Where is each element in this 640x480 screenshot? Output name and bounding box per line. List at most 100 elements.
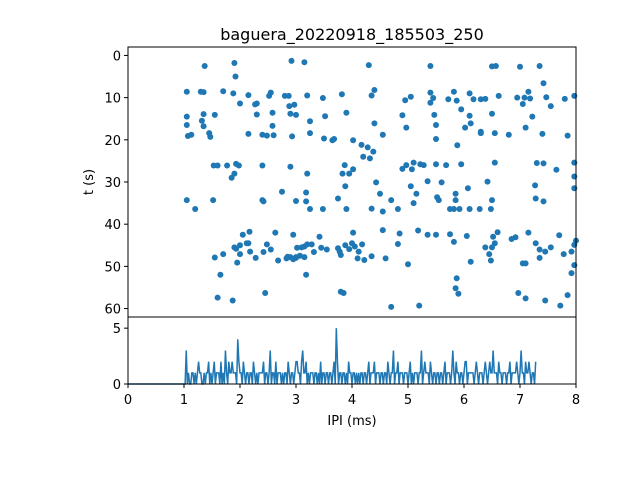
scatter-point xyxy=(433,136,439,142)
scatter-point xyxy=(403,162,410,169)
scatter-point xyxy=(183,88,190,95)
scatter-point xyxy=(188,131,195,138)
scatter-point xyxy=(433,231,439,238)
scatter-point xyxy=(341,162,348,169)
scatter-point xyxy=(270,132,277,139)
x-tick-label: 1 xyxy=(180,393,188,408)
scatter-point xyxy=(491,130,498,137)
scatter-point xyxy=(307,206,313,212)
scatter-point xyxy=(235,162,242,169)
scatter-point xyxy=(200,111,207,118)
scatter-point xyxy=(301,254,308,261)
scatter-point xyxy=(435,197,442,204)
scatter-point xyxy=(542,248,549,255)
scatter-point xyxy=(491,159,498,166)
scatter-point xyxy=(211,111,218,118)
scatter-point xyxy=(346,170,353,177)
scatter-point xyxy=(301,59,308,66)
scatter-point xyxy=(452,190,459,197)
scatter-point xyxy=(525,88,532,95)
scatter-point xyxy=(405,261,411,268)
scatter-point xyxy=(368,205,375,212)
scatter-point xyxy=(339,170,346,177)
scatter-point xyxy=(371,87,378,93)
scatter-point xyxy=(533,160,540,166)
scatter-point xyxy=(470,96,477,103)
scatter-point xyxy=(350,229,357,236)
scatter-point xyxy=(294,244,301,251)
scatter-point xyxy=(532,182,539,189)
scatter-point xyxy=(557,302,564,309)
scatter-point xyxy=(564,132,571,139)
scatter-point xyxy=(484,178,491,185)
scatter-point xyxy=(343,109,350,116)
scatter-point xyxy=(253,111,260,118)
scatter-point xyxy=(350,166,357,173)
scatter-point xyxy=(350,137,357,144)
scatter-point xyxy=(285,92,292,99)
scatter-point xyxy=(424,231,431,238)
scatter-point xyxy=(458,106,465,113)
scatter-point xyxy=(267,89,274,96)
scatter-point xyxy=(365,62,372,69)
scatter-point xyxy=(279,188,285,195)
scatter-point xyxy=(361,257,368,263)
scatter-point xyxy=(310,249,317,255)
scatter-point xyxy=(410,200,417,207)
scatter-point xyxy=(454,142,461,149)
scatter-point xyxy=(452,197,459,204)
scatter-point xyxy=(316,233,323,240)
scatter-point xyxy=(293,198,299,204)
scatter-point xyxy=(198,117,205,124)
x-axis-label: IPI (ms) xyxy=(327,414,376,429)
scatter-point xyxy=(262,290,269,296)
x-tick-label: 0 xyxy=(124,393,132,408)
scatter-point xyxy=(237,242,243,249)
scatter-point xyxy=(462,124,469,131)
scatter-point xyxy=(491,240,498,247)
scatter-point xyxy=(229,297,236,304)
scatter-point xyxy=(492,63,499,69)
scatter-point xyxy=(318,244,325,251)
scatter-point xyxy=(532,240,539,247)
scatter-point xyxy=(527,95,534,102)
scatter-point xyxy=(430,95,437,101)
scatter-point xyxy=(427,63,434,69)
scatter-point xyxy=(522,124,529,131)
scatter-point xyxy=(424,178,431,185)
scatter-point xyxy=(340,290,347,296)
scatter-point xyxy=(335,195,341,202)
scatter-point xyxy=(183,113,190,120)
scatter-point xyxy=(521,94,528,101)
scatter-point xyxy=(220,251,227,258)
scatter-point xyxy=(206,130,213,137)
scatter-point xyxy=(245,130,252,137)
scatter-point xyxy=(284,253,291,260)
scatter-point xyxy=(420,162,427,169)
scatter-point xyxy=(407,183,414,190)
scatter-point xyxy=(543,94,550,101)
histogram-y-tick-label: 0 xyxy=(113,378,121,393)
scatter-point xyxy=(466,206,473,212)
scatter-point xyxy=(456,206,463,212)
scatter-point xyxy=(495,92,502,99)
scatter-point xyxy=(360,153,367,160)
x-tick-label: 6 xyxy=(460,393,468,408)
scatter-point xyxy=(463,233,470,239)
scatter-point xyxy=(433,122,439,128)
scatter-point xyxy=(396,230,403,237)
scatter-point xyxy=(291,101,298,108)
scatter-point xyxy=(427,89,434,96)
scatter-point xyxy=(379,227,386,234)
scatter-point xyxy=(307,118,313,125)
scatter-point xyxy=(246,228,253,235)
scatter-point xyxy=(514,94,521,101)
scatter-point xyxy=(402,97,409,104)
scatter-point xyxy=(230,90,237,97)
scatter-point xyxy=(287,110,294,117)
scatter-point xyxy=(192,206,199,212)
scatter-point xyxy=(290,256,297,263)
scatter-point xyxy=(220,88,227,95)
scatter-point xyxy=(319,95,326,101)
scatter-point xyxy=(443,162,450,169)
